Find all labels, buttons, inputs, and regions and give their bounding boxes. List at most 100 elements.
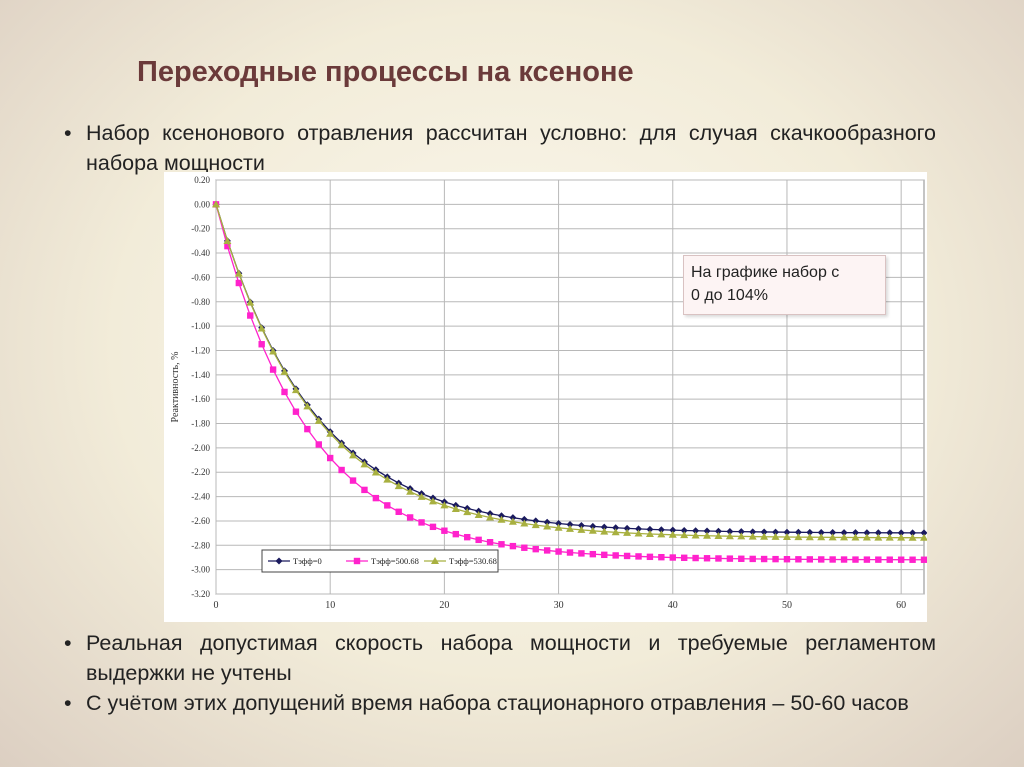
series-2-point xyxy=(326,454,334,462)
series-3-point xyxy=(748,532,757,540)
series-3-point xyxy=(463,508,472,516)
bullet-mark: • xyxy=(64,121,72,145)
bullet-item-3: • С учётом этих допущений время набора с… xyxy=(64,688,936,718)
series-2-point xyxy=(703,555,711,562)
series-2-point xyxy=(498,541,505,548)
series-1-point xyxy=(840,529,848,537)
y-axis-label: Реактивность, % xyxy=(170,352,181,423)
series-3-point xyxy=(805,533,814,541)
bullet-item-1: • Набор ксенонового отравления рассчитан… xyxy=(64,118,936,178)
series-3-point xyxy=(657,530,666,538)
series-1-point xyxy=(543,518,551,526)
series-2-point xyxy=(384,502,391,509)
y-tick-label: -0.20 xyxy=(191,224,210,234)
series-2-point xyxy=(235,279,243,287)
series-1-point xyxy=(851,529,859,537)
series-3-point xyxy=(508,517,517,525)
series-2-point xyxy=(886,556,893,563)
series-3-point xyxy=(645,529,654,537)
series-3-point xyxy=(360,460,369,468)
series-2-point xyxy=(760,555,768,563)
series-3-point xyxy=(782,532,791,540)
series-2-point xyxy=(452,530,460,538)
y-tick-label: -2.80 xyxy=(191,540,210,550)
series-3-point xyxy=(760,532,769,540)
series-1-point xyxy=(692,527,700,535)
series-1-point xyxy=(497,512,505,520)
bullet-item-2: • Реальная допустимая скорость набора мо… xyxy=(64,628,936,688)
series-1-point xyxy=(555,519,563,527)
series-1-point xyxy=(635,525,643,533)
series-2-point xyxy=(669,554,676,561)
series-3-point xyxy=(897,533,906,541)
series-1-point xyxy=(669,526,677,534)
y-tick-label: 0.00 xyxy=(194,199,210,209)
series-2-point xyxy=(863,556,871,563)
y-tick-label: -2.20 xyxy=(191,467,210,477)
bullet-mark: • xyxy=(64,631,72,655)
series-3-point xyxy=(394,482,403,490)
series-3-point xyxy=(223,236,232,244)
series-3-point xyxy=(520,519,529,527)
annotation-line-2: 0 до 104% xyxy=(691,287,768,304)
series-2-point xyxy=(623,552,631,560)
series-1-point xyxy=(794,528,802,536)
series-2-point xyxy=(555,548,562,555)
series-3-point xyxy=(623,528,632,536)
series-1-point xyxy=(566,521,574,529)
y-tick-label: -0.80 xyxy=(191,297,210,307)
series-1-point xyxy=(520,515,528,523)
series-3-point xyxy=(314,416,323,424)
series-1-point xyxy=(829,529,837,537)
legend-swatch-marker xyxy=(353,557,361,565)
legend-swatch-marker xyxy=(275,557,283,565)
series-1-point xyxy=(646,525,654,533)
series-3-point xyxy=(326,429,335,437)
series-3-point xyxy=(851,533,860,541)
series-3-point xyxy=(737,532,746,540)
y-tick-label: -1.40 xyxy=(191,370,210,380)
series-1-point xyxy=(589,522,597,530)
series-3-point xyxy=(668,530,677,538)
series-2-point xyxy=(829,556,836,563)
series-3-point xyxy=(703,531,712,539)
series-2-point xyxy=(464,533,471,541)
series-3-point xyxy=(874,533,883,541)
series-1-point xyxy=(760,528,768,536)
bullet-text-2: Реальная допустимая скорость набора мощн… xyxy=(86,631,936,685)
series-2-point xyxy=(224,242,231,250)
series-3-point xyxy=(725,532,734,540)
series-2-point xyxy=(509,542,517,550)
slide-title: Переходные процессы на ксеноне xyxy=(137,56,634,88)
series-2-point xyxy=(875,556,882,563)
series-3-point xyxy=(908,533,917,541)
series-1-point xyxy=(623,524,631,532)
series-1-point xyxy=(909,529,917,537)
series-3-point xyxy=(497,515,506,523)
series-1-point xyxy=(532,517,540,525)
series-2-point xyxy=(372,494,380,502)
series-2-point xyxy=(521,544,528,551)
series-2-point xyxy=(909,556,916,563)
series-3-point xyxy=(577,525,586,533)
series-3-point xyxy=(862,533,871,541)
series-3-point xyxy=(634,529,643,537)
series-2-point xyxy=(395,508,402,515)
series-2-point xyxy=(692,554,699,562)
series-3-point xyxy=(474,510,483,518)
series-2-point xyxy=(658,553,665,561)
series-2-point xyxy=(897,556,905,563)
series-3-point xyxy=(920,533,927,541)
series-1-point xyxy=(772,528,780,536)
series-3-point xyxy=(406,487,415,495)
series-2-point xyxy=(566,549,574,556)
series-2-point xyxy=(292,408,300,415)
series-1-point xyxy=(863,529,871,537)
x-tick-label: 30 xyxy=(554,600,564,611)
series-3-point xyxy=(543,522,552,530)
series-2-point xyxy=(429,523,437,531)
series-2-point xyxy=(247,312,254,319)
series-2-point xyxy=(338,466,345,474)
x-tick-label: 10 xyxy=(325,600,335,611)
series-3-point xyxy=(531,521,540,529)
